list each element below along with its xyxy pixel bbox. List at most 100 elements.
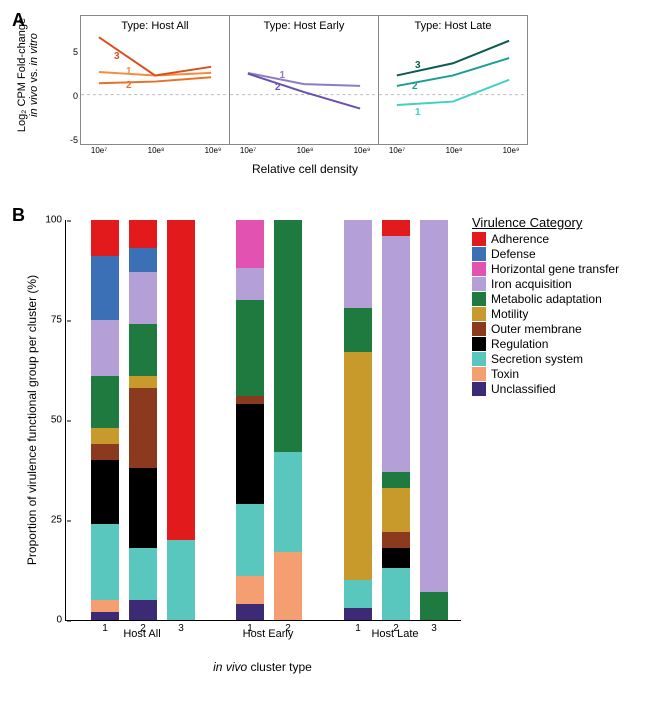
stacked-bar (167, 220, 195, 620)
bar-segment (382, 568, 410, 620)
bar-segment (129, 376, 157, 388)
xtick: 3 (431, 620, 437, 634)
legend-swatch (472, 232, 486, 246)
bar-group (236, 220, 302, 620)
ytick: 75 (51, 315, 66, 326)
legend-label: Unclassified (491, 382, 556, 396)
stacked-bar (236, 220, 264, 620)
panel-b-label: B (12, 205, 25, 226)
xtick: 10e⁸ (297, 144, 314, 155)
legend-title: Virulence Category (472, 215, 619, 230)
ytick: 5 (73, 47, 81, 57)
panel-a: A Log₂ CPM Fold-change in vivo vs. in vi… (10, 10, 643, 190)
bar-segment (129, 388, 157, 468)
bar-segment (382, 236, 410, 472)
ytick: 0 (73, 91, 81, 101)
ytick: 25 (51, 515, 66, 526)
panel-a-plots: Type: Host All-50510e⁷10e⁸10e⁹123Type: H… (80, 15, 528, 145)
bar-segment (236, 268, 264, 300)
legend-swatch (472, 247, 486, 261)
bar-segment (91, 428, 119, 444)
legend-item: Outer membrane (472, 322, 619, 336)
legend-label: Toxin (491, 367, 519, 381)
bar-segment (236, 576, 264, 604)
bar-segment (91, 460, 119, 524)
xtick: 10e⁷ (389, 144, 405, 155)
bar-segment (91, 256, 119, 320)
bar-segment (382, 488, 410, 532)
bar-segment (236, 504, 264, 576)
group-label: Host Early (243, 628, 294, 640)
legend-label: Outer membrane (491, 322, 582, 336)
bar-segment (344, 608, 372, 620)
legend-item: Toxin (472, 367, 619, 381)
legend-swatch (472, 277, 486, 291)
subplot: Type: Host Early10e⁷10e⁸10e⁹12 (229, 15, 379, 145)
bar-segment (236, 396, 264, 404)
panel-a-xlabel: Relative cell density (80, 162, 530, 176)
legend-item: Defense (472, 247, 619, 261)
legend-swatch (472, 307, 486, 321)
bar-segment (344, 308, 372, 352)
bar-segment (420, 592, 448, 620)
bar-segment (91, 444, 119, 460)
legend-label: Defense (491, 247, 536, 261)
bar-segment (344, 220, 372, 308)
bar-segment (274, 552, 302, 620)
legend-item: Horizontal gene transfer (472, 262, 619, 276)
panel-b-chart: 025507510012312123 (65, 220, 461, 621)
legend-swatch (472, 322, 486, 336)
xlab-invivo: in vivo (213, 660, 247, 674)
bar-segment (344, 352, 372, 580)
xtick: 1 (102, 620, 108, 634)
group-label: Host All (123, 628, 160, 640)
bar-segment (167, 540, 195, 620)
legend-item: Iron acquisition (472, 277, 619, 291)
bar-segment (236, 604, 264, 620)
bar-segment (382, 548, 410, 568)
bar-segment (382, 220, 410, 236)
bar-segment (382, 532, 410, 548)
legend-label: Iron acquisition (491, 277, 572, 291)
bar-segment (382, 472, 410, 488)
ylab-invitro: in vitro (28, 33, 40, 65)
stacked-bar (91, 220, 119, 620)
stacked-bar (420, 220, 448, 620)
xtick: 3 (178, 620, 184, 634)
legend-label: Adherence (491, 232, 549, 246)
ytick: 0 (56, 615, 66, 626)
subplot: Type: Host All-50510e⁷10e⁸10e⁹123 (80, 15, 230, 145)
legend: Virulence Category AdherenceDefenseHoriz… (472, 215, 619, 397)
ytick: 100 (45, 215, 66, 226)
bar-group (344, 220, 448, 620)
bar-segment (129, 324, 157, 376)
xtick: 10e⁸ (446, 144, 463, 155)
legend-item: Unclassified (472, 382, 619, 396)
legend-swatch (472, 337, 486, 351)
stacked-bar (382, 220, 410, 620)
bar-segment (129, 272, 157, 324)
bar-segment (91, 612, 119, 620)
group-label: Host Late (371, 628, 418, 640)
subplot: Type: Host Late10e⁷10e⁸10e⁹123 (378, 15, 528, 145)
legend-swatch (472, 292, 486, 306)
panel-b-ylabel: Proportion of virulence functional group… (25, 220, 39, 620)
bar-segment (274, 452, 302, 552)
xtick: 10e⁷ (91, 144, 107, 155)
bar-group (91, 220, 195, 620)
bar-segment (236, 220, 264, 268)
xlab-rest: cluster type (247, 660, 312, 674)
ylab-vs: vs. (28, 66, 40, 86)
bar-segment (129, 220, 157, 248)
bar-segment (91, 524, 119, 600)
xtick: 10e⁸ (148, 144, 165, 155)
stacked-bar (274, 220, 302, 620)
ylab-invivo: in vivo (28, 86, 40, 117)
xtick: 10e⁹ (503, 144, 520, 155)
bar-segment (129, 548, 157, 600)
bar-segment (274, 220, 302, 452)
legend-item: Secretion system (472, 352, 619, 366)
ytick: 50 (51, 415, 66, 426)
bar-segment (420, 220, 448, 592)
bar-segment (167, 220, 195, 540)
